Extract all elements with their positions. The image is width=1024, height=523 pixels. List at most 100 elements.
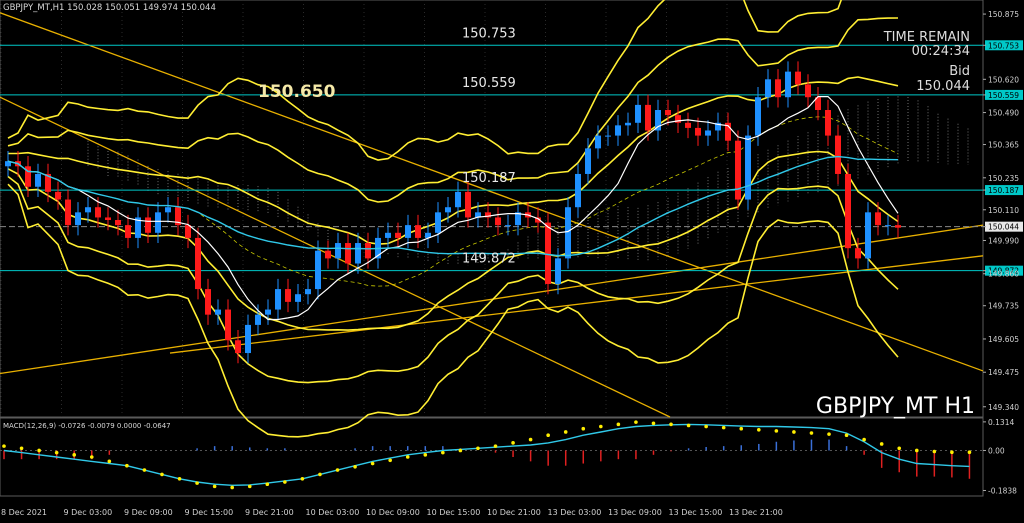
macd-signal-dot — [862, 437, 866, 442]
band-upper — [7, 0, 843, 161]
y-tick-label: 149.872 — [988, 267, 1019, 276]
candle-body — [595, 135, 601, 149]
candle-body — [205, 289, 211, 315]
candle-body — [55, 191, 61, 200]
macd-signal-dot — [125, 463, 129, 468]
candle-body — [735, 140, 741, 200]
candle-body — [445, 207, 451, 213]
candle-body — [745, 135, 751, 200]
candle-body — [605, 135, 611, 137]
macd-signal-dot — [300, 476, 305, 481]
candle-body — [405, 225, 411, 238]
macd-tick-label: 0.1314 — [988, 418, 1014, 427]
candle-body — [345, 243, 351, 264]
candle-body — [585, 148, 591, 174]
x-tick-label: 13 Dec 21:00 — [729, 508, 783, 517]
y-tick-label: 149.340 — [988, 403, 1019, 412]
macd-signal-dot — [142, 468, 147, 472]
macd-signal-dot — [704, 424, 708, 429]
candle-body — [895, 225, 901, 228]
macd-signal-dot — [757, 427, 761, 432]
y-tick-label: 149.735 — [988, 302, 1019, 311]
bid-value: 150.044 — [916, 79, 970, 94]
level-label: 150.559 — [462, 76, 516, 91]
macd-signal-dot — [669, 422, 673, 427]
candle-body — [655, 110, 661, 131]
macd-signal-dot — [89, 455, 94, 459]
macd-signal-dot — [599, 424, 603, 429]
ma-slow-line — [7, 155, 899, 257]
candle-body — [145, 217, 151, 233]
y-tick-label: 149.990 — [988, 236, 1019, 245]
candle-body — [505, 225, 511, 227]
y-tick-label: 150.365 — [988, 141, 1019, 150]
candle-body — [185, 225, 191, 238]
x-tick-label: 10 Dec 03:00 — [306, 508, 360, 517]
band-lower — [7, 175, 899, 384]
macd-signal-dot — [511, 441, 515, 445]
symbol-info: GBPJPY_MT,H1 150.028 150.051 149.974 150… — [3, 3, 216, 13]
macd-signal-dot — [651, 421, 656, 426]
macd-signal-dot — [616, 422, 621, 427]
y-tick-label: 150.620 — [988, 75, 1019, 84]
candle-body — [225, 309, 231, 341]
big-price-label: 150.650 — [258, 82, 336, 102]
candle-body — [85, 207, 91, 213]
candle-body — [325, 250, 331, 259]
candle-body — [865, 212, 871, 259]
macd-signal-dot — [493, 444, 498, 448]
candle-body — [835, 135, 841, 174]
candle-body — [855, 248, 861, 259]
macd-signal-dot — [441, 450, 445, 455]
main-pane-border — [0, 0, 984, 418]
candle-body — [155, 212, 161, 233]
candle-body — [685, 122, 691, 128]
x-tick-label: 9 Dec 21:00 — [245, 508, 294, 517]
x-tick-label: 9 Dec 03:00 — [64, 508, 113, 517]
macd-pane-border — [0, 417, 984, 497]
candle-body — [265, 309, 271, 315]
candle-body — [285, 289, 291, 302]
macd-signal-dot — [581, 426, 586, 431]
macd-signal-dot — [774, 429, 779, 433]
macd-signal-dot — [423, 453, 428, 457]
price-tag — [985, 89, 1023, 100]
candle-body — [875, 212, 881, 226]
candle-body — [815, 97, 821, 111]
candle-body — [775, 79, 781, 98]
macd-signal-dot — [37, 448, 41, 453]
candle-body — [305, 289, 311, 295]
candle-body — [125, 225, 131, 238]
candle-body — [705, 130, 711, 136]
candle-body — [795, 71, 801, 85]
level-labels: 150.753 150.559 150.187 149.872 — [462, 26, 516, 266]
candle-body — [235, 340, 241, 354]
candle-body — [415, 225, 421, 238]
candles — [5, 61, 901, 364]
macd-signal-dot — [318, 472, 322, 477]
grid — [0, 0, 728, 417]
y-tick-label: 149.475 — [988, 368, 1019, 377]
band-upper — [7, 17, 899, 203]
macd-signal-dot — [950, 450, 954, 455]
macd-signal-dot — [230, 485, 234, 490]
macd-signal-dot — [528, 437, 533, 442]
candle-body — [165, 207, 171, 213]
y-tick-label: 150.235 — [988, 174, 1019, 183]
macd-signal-dot — [54, 450, 59, 455]
y-tick-label: 150.187 — [988, 186, 1019, 195]
candle-body — [465, 191, 471, 218]
candle-body — [75, 212, 81, 226]
candle-body — [825, 110, 831, 136]
macd-tick-label: 0.00 — [988, 446, 1005, 455]
x-tick-label: 13 Dec 03:00 — [548, 508, 602, 517]
macd-signal-dot — [476, 446, 480, 451]
macd-main-line — [3, 423, 970, 487]
symbol-watermark: GBPJPY_MT H1 — [816, 394, 975, 419]
macd-signal-dot — [388, 458, 392, 463]
y-tick-label: 150.490 — [988, 109, 1019, 118]
candle-body — [535, 217, 541, 223]
moving-averages — [7, 95, 899, 321]
price-tag — [985, 40, 1023, 51]
candle-body — [555, 258, 561, 284]
